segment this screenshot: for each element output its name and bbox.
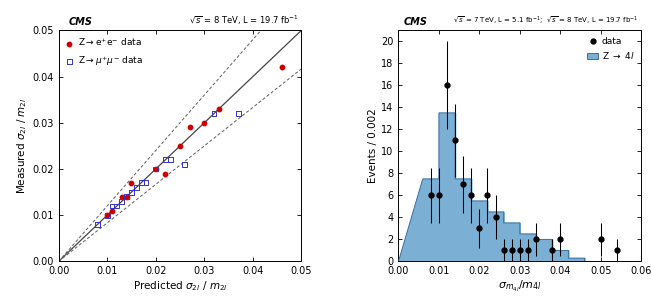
Z$\rightarrow$e$^{+}$e$^{-}$ data <box>126 181 137 185</box>
Z$\rightarrow\mu^{+}\mu^{-}$ data <box>131 185 141 190</box>
Z$\rightarrow$e$^{+}$e$^{-}$ data <box>214 106 224 111</box>
Z$\rightarrow\mu^{+}\mu^{-}$ data <box>233 111 243 116</box>
Text: CMS: CMS <box>68 17 92 27</box>
Z$\rightarrow\mu^{+}\mu^{-}$ data <box>126 190 137 195</box>
Text: $\sqrt{s}$ = 7 TeV, L = 5.1 fb$^{-1}$;  $\sqrt{s}$ = 8 TeV, L = 19.7 fb$^{-1}$: $\sqrt{s}$ = 7 TeV, L = 5.1 fb$^{-1}$; $… <box>454 15 639 27</box>
Text: $\sqrt{s}$ = 8 TeV, L = 19.7 fb$^{-1}$: $\sqrt{s}$ = 8 TeV, L = 19.7 fb$^{-1}$ <box>189 14 299 27</box>
Z$\rightarrow\mu^{+}\mu^{-}$ data <box>209 111 219 116</box>
Z$\rightarrow\mu^{+}\mu^{-}$ data <box>136 181 146 185</box>
Z$\rightarrow\mu^{+}\mu^{-}$ data <box>121 194 132 199</box>
Y-axis label: Measured $\sigma_{2l}$ / $m_{2l}$: Measured $\sigma_{2l}$ / $m_{2l}$ <box>16 98 29 194</box>
X-axis label: $\sigma_{m_{4l}}/m_{4l}$: $\sigma_{m_{4l}}/m_{4l}$ <box>498 279 542 294</box>
Legend: data, Z $\rightarrow$ 4$l$: data, Z $\rightarrow$ 4$l$ <box>585 35 637 63</box>
Z$\rightarrow$e$^{+}$e$^{-}$ data <box>107 208 117 213</box>
Z$\rightarrow\mu^{+}\mu^{-}$ data <box>92 222 103 227</box>
Z$\rightarrow\mu^{+}\mu^{-}$ data <box>107 204 117 209</box>
Z$\rightarrow$e$^{+}$e$^{-}$ data <box>174 143 185 148</box>
Z$\rightarrow\mu^{+}\mu^{-}$ data <box>141 181 151 185</box>
Z$\rightarrow$e$^{+}$e$^{-}$ data <box>199 120 210 125</box>
Z$\rightarrow$e$^{+}$e$^{-}$ data <box>160 171 171 176</box>
Text: CMS: CMS <box>404 17 427 27</box>
Z$\rightarrow\mu^{+}\mu^{-}$ data <box>165 157 176 162</box>
Z$\rightarrow$e$^{+}$e$^{-}$ data <box>102 213 113 218</box>
Z$\rightarrow$e$^{+}$e$^{-}$ data <box>121 194 132 199</box>
Z$\rightarrow$e$^{+}$e$^{-}$ data <box>277 65 287 70</box>
Z$\rightarrow$e$^{+}$e$^{-}$ data <box>117 194 127 199</box>
Z$\rightarrow\mu^{+}\mu^{-}$ data <box>117 199 127 204</box>
Z$\rightarrow\mu^{+}\mu^{-}$ data <box>112 204 122 209</box>
Legend: Z$\rightarrow$e$^{+}$e$^{-}$ data, Z$\rightarrow\mu^{+}\mu^{-}$ data: Z$\rightarrow$e$^{+}$e$^{-}$ data, Z$\ri… <box>63 35 145 69</box>
Z$\rightarrow\mu^{+}\mu^{-}$ data <box>160 157 171 162</box>
Z$\rightarrow\mu^{+}\mu^{-}$ data <box>150 167 161 171</box>
X-axis label: Predicted $\sigma_{2l}$ / $m_{2l}$: Predicted $\sigma_{2l}$ / $m_{2l}$ <box>133 279 227 293</box>
Z$\rightarrow$e$^{+}$e$^{-}$ data <box>150 167 161 171</box>
Z$\rightarrow\mu^{+}\mu^{-}$ data <box>180 162 190 167</box>
Z$\rightarrow\mu^{+}\mu^{-}$ data <box>102 213 113 218</box>
Z$\rightarrow$e$^{+}$e$^{-}$ data <box>184 125 195 130</box>
Y-axis label: Events / 0.002: Events / 0.002 <box>368 109 378 183</box>
